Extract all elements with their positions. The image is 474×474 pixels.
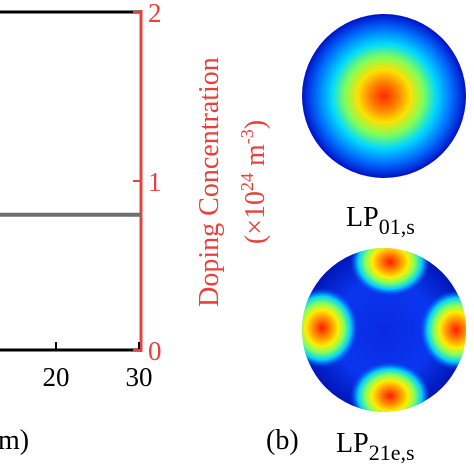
- plot-b: LP01,s LP21e,s (b): [266, 14, 466, 465]
- y2-label-exp2: -3: [237, 129, 257, 144]
- mode-lp01-sub: 01,s: [379, 214, 415, 239]
- x-tick-labels: 20 30: [43, 362, 153, 392]
- x-tick-label: 30: [126, 362, 153, 392]
- lobe-bottom: [350, 362, 430, 412]
- y2-label-prefix: (×10: [240, 191, 271, 244]
- y2-label-exp: 24: [237, 173, 257, 191]
- mode-lp21-label: LP21e,s: [336, 428, 415, 465]
- y2-tick-label: 0: [148, 336, 162, 366]
- x-tick-label: 20: [43, 362, 70, 392]
- x-tick-marks: [55, 342, 140, 350]
- y2-label-suffix: ): [240, 120, 271, 129]
- y2-tick-label: 2: [148, 0, 162, 28]
- mode-lp01-profile: [302, 14, 466, 178]
- mode-lp21-profile: [302, 248, 466, 412]
- lobe-top: [350, 248, 430, 296]
- y2-tick-marks: [133, 11, 141, 351]
- mode-lp21-base: LP: [336, 428, 369, 459]
- lobe-left: [302, 288, 358, 368]
- y2-label-mid: m: [240, 144, 271, 173]
- svg-text:(×1024 m-3): (×1024 m-3): [237, 120, 271, 244]
- y2-tick-labels: 0 1 2: [148, 0, 162, 366]
- mode-lp01-base: LP: [346, 202, 379, 233]
- y2-label-line1: Doping Concentration: [194, 57, 225, 307]
- y2-tick-label: 1: [148, 167, 162, 197]
- y2-axis-label-line2: (×1024 m-3): [237, 120, 271, 244]
- x-axis-label: m): [0, 425, 29, 456]
- mode-lp01-label: LP01,s: [346, 202, 415, 239]
- panel-b-label: (b): [266, 425, 299, 456]
- mode-lp21-sub: 21e,s: [369, 440, 415, 465]
- plot-a: 20 30 012 m) Doping Concentration (×1024 …: [0, 0, 271, 456]
- y2-axis-label: Doping Concentration: [194, 57, 225, 307]
- lobe-right: [420, 290, 466, 370]
